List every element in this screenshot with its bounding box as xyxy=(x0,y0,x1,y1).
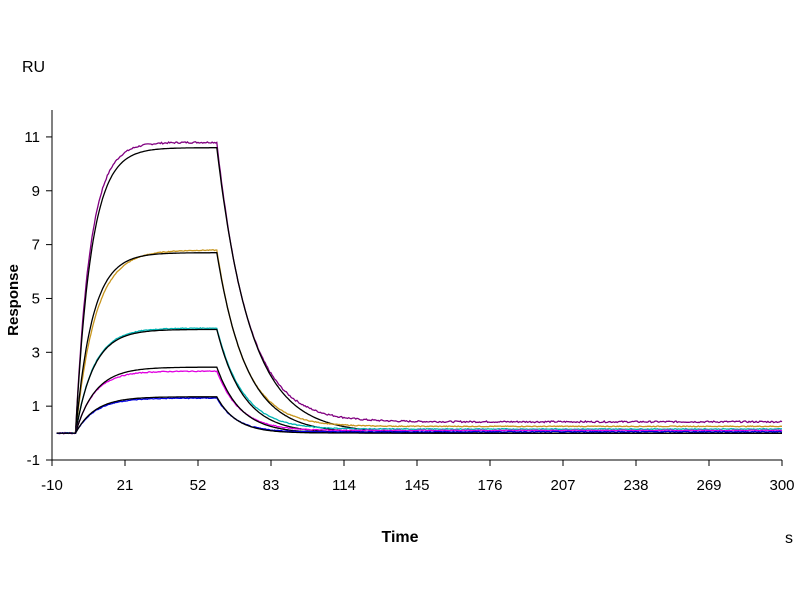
x-tick-label: 207 xyxy=(550,477,575,494)
series-line xyxy=(56,396,782,434)
x-tick-label: 269 xyxy=(696,477,721,494)
y-tick-label: 11 xyxy=(24,129,40,146)
x-tick-label: 21 xyxy=(117,477,134,494)
series-line xyxy=(56,141,783,435)
x-tick-label: 83 xyxy=(263,477,280,494)
y-tick-label: 5 xyxy=(32,290,40,307)
series-line xyxy=(56,249,783,435)
y-unit-label: RU xyxy=(22,59,45,76)
plot-lines xyxy=(56,141,783,435)
series-line xyxy=(56,397,783,435)
x-tick-label: 238 xyxy=(623,477,648,494)
series-line xyxy=(56,147,782,434)
y-tick-label: -1 xyxy=(27,452,40,469)
series-line xyxy=(56,366,782,434)
x-tick-label: 52 xyxy=(190,477,207,494)
x-tick-label: 145 xyxy=(404,477,429,494)
y-ticks: -1 1 3 5 7 9 11 xyxy=(24,129,52,469)
y-tick-label: 3 xyxy=(32,344,40,361)
series-line xyxy=(56,327,783,435)
x-tick-label: 114 xyxy=(332,477,356,494)
series-line xyxy=(56,252,782,434)
x-tick-label: 176 xyxy=(477,477,502,494)
series-line xyxy=(56,328,782,434)
y-axis-title: Response xyxy=(5,264,22,336)
x-ticks: -10 21 52 83 114 145 176 207 238 269 300 xyxy=(41,460,795,494)
y-tick-label: 1 xyxy=(32,398,40,415)
y-tick-label: 9 xyxy=(32,183,40,200)
x-unit-label: s xyxy=(785,530,793,547)
y-tick-label: 7 xyxy=(32,237,40,254)
x-axis-title: Time xyxy=(381,529,418,546)
x-tick-label: 300 xyxy=(769,477,794,494)
series-line xyxy=(56,370,783,434)
x-tick-label: -10 xyxy=(41,477,63,494)
